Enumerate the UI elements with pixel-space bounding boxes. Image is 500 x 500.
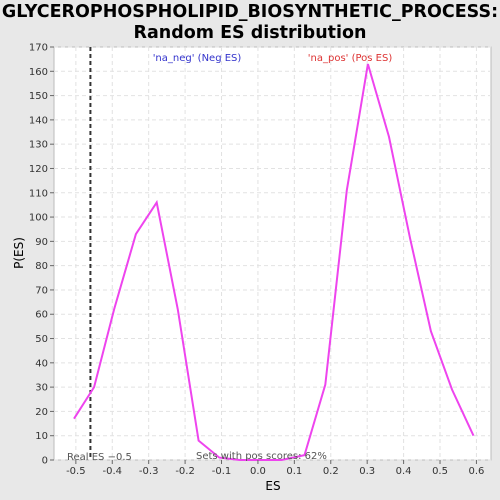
y-axis-label: P(ES) [12, 237, 26, 269]
plot-background [53, 46, 492, 461]
y-tick-label: 170 [29, 43, 48, 54]
x-tick-label: -0.3 [139, 466, 159, 477]
grid [54, 46, 491, 461]
y-tick-label: 130 [29, 140, 48, 151]
neg-es-label: 'na_neg' (Neg ES) [153, 53, 242, 64]
x-tick-label: 0.6 [468, 466, 484, 477]
x-tick-label: 0.2 [323, 466, 339, 477]
x-tick-label: 0.5 [432, 466, 448, 477]
marks [73, 47, 475, 461]
axis-ticks: -0.5 -0.4 -0.3 -0.2 -0.1 0.0 0.1 0.2 0.3 0.4 0.5 0.… [29, 43, 484, 478]
chart-title-line-1: GLYCEROPHOSPHOLIPID_BIOSYNTHETIC_PROCESS… [1, 2, 499, 22]
y-tick-label: 80 [35, 261, 48, 272]
y-tick-label: 150 [29, 91, 48, 102]
y-tick-label: 60 [35, 310, 48, 321]
y-tick-label: 110 [29, 188, 48, 199]
x-tick-label: -0.5 [66, 466, 86, 477]
y-tick-label: 10 [35, 431, 48, 442]
x-tick-label: -0.4 [103, 466, 123, 477]
pos-scores-label: Sets with pos scores: 62% [196, 451, 327, 462]
y-tick-label: 40 [35, 358, 48, 369]
real-es-label: Real ES −0.5 [67, 452, 132, 463]
x-tick-label: 0.0 [250, 466, 266, 477]
series-line [73, 63, 475, 461]
chart-title-line-2: Random ES distribution [133, 23, 367, 43]
pos-es-label: 'na_pos' (Pos ES) [308, 53, 393, 64]
y-tick-label: 140 [29, 115, 48, 126]
chart-title: GLYCEROPHOSPHOLIPID_BIOSYNTHETIC_PROCESS… [0, 2, 500, 44]
y-tick-label: 90 [35, 237, 48, 248]
y-tick-label: 20 [35, 407, 48, 418]
y-tick-label: 70 [35, 285, 48, 296]
x-tick-label: 0.1 [286, 466, 302, 477]
y-tick-label: 160 [29, 67, 48, 78]
y-tick-label: 0 [42, 456, 48, 467]
y-tick-label: 100 [29, 213, 48, 224]
x-tick-label: 0.4 [396, 466, 412, 477]
y-tick-label: 30 [35, 383, 48, 394]
x-axis-label: ES [265, 479, 280, 493]
x-tick-label: -0.2 [175, 466, 195, 477]
x-tick-label: -0.1 [212, 466, 232, 477]
x-tick-label: 0.3 [359, 466, 375, 477]
y-tick-label: 50 [35, 334, 48, 345]
y-tick-label: 120 [29, 164, 48, 175]
